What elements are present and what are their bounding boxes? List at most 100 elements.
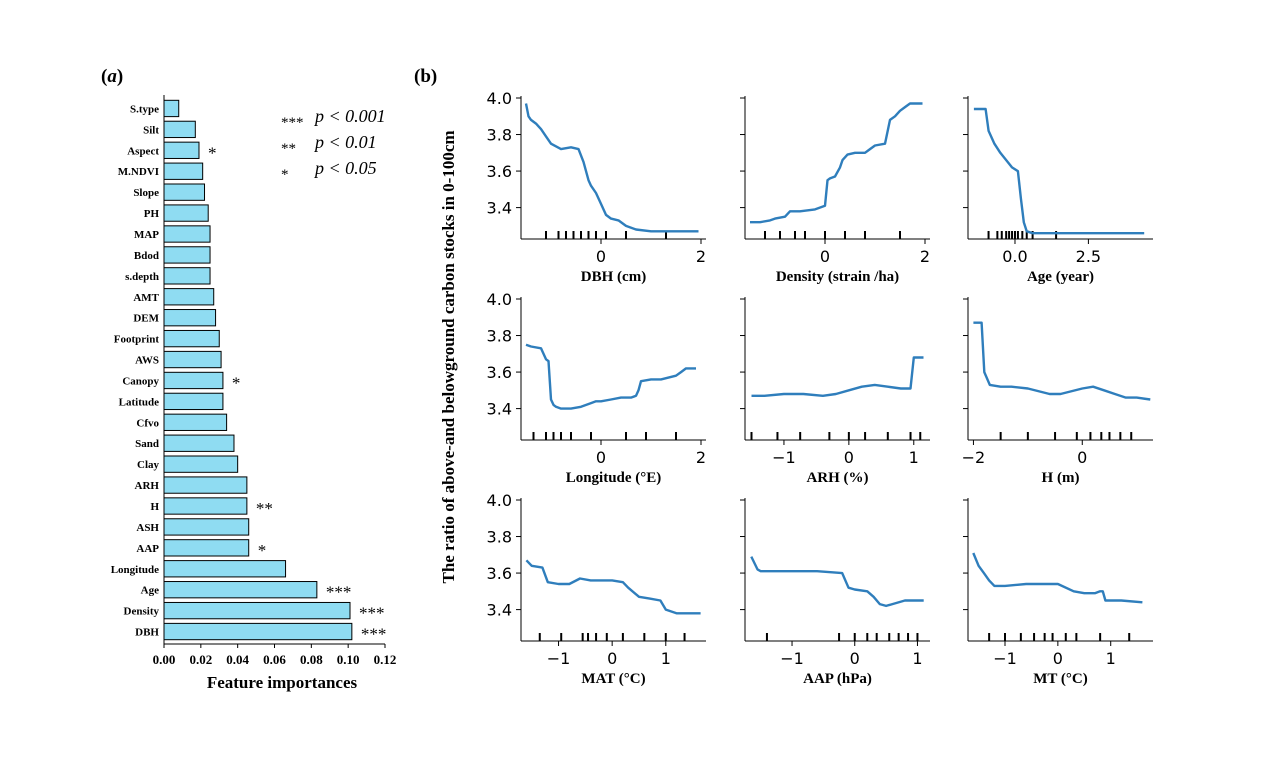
pd-xlabel-dbh: DBH (cm) bbox=[581, 269, 646, 285]
panel-b-ylabel: The ratio of above-and belowground carbo… bbox=[439, 130, 458, 583]
bar-density bbox=[163, 601, 351, 620]
pd-y-tick-label: 4.0 bbox=[487, 290, 512, 309]
feature-label-s-depth: s.depth bbox=[125, 271, 159, 283]
pd-xlabel-arh: ARH (%) bbox=[806, 470, 868, 486]
feature-label-age: Age bbox=[141, 585, 159, 597]
panel-a-label-open: ( bbox=[101, 66, 107, 87]
bar-bdod bbox=[163, 246, 211, 264]
pd-panel-longitude: 4.0 3.8 3.6 3.4 0 2 Longitude (°E) bbox=[487, 290, 707, 486]
significance-density: *** bbox=[359, 604, 385, 623]
panel-a-label: (a) bbox=[101, 66, 123, 87]
significance-legend: *** p < 0.001 ** p < 0.01 * p < 0.05 bbox=[281, 106, 386, 183]
bar-dem bbox=[163, 309, 217, 327]
feature-label-aws: AWS bbox=[135, 355, 159, 367]
pd-x-tick-label: 0 bbox=[844, 448, 854, 467]
pd-xlabel-mt: MT (°C) bbox=[1033, 671, 1087, 687]
importance-x-tick-label: 0.04 bbox=[226, 652, 249, 667]
panel-a: (a) S.type Silt Aspect M.NDVI Slope PH MAP Bdod… bbox=[101, 66, 396, 692]
feature-label-dem: DEM bbox=[133, 313, 159, 325]
pd-x-tick-label: −2 bbox=[962, 448, 986, 467]
feature-label-latitude: Latitude bbox=[119, 396, 159, 408]
importance-x-tick-label: 0.08 bbox=[300, 652, 323, 667]
feature-label-ash: ASH bbox=[136, 522, 159, 534]
feature-label-clay: Clay bbox=[137, 459, 160, 471]
bar-sand bbox=[163, 434, 235, 452]
bar-longitude bbox=[163, 560, 287, 578]
feature-label-dbh: DBH bbox=[135, 627, 159, 639]
bar-age bbox=[163, 581, 318, 599]
feature-label-density: Density bbox=[124, 606, 160, 618]
bar-silt bbox=[163, 120, 196, 139]
bar-slope bbox=[163, 183, 206, 201]
pd-y-tick-label: 3.8 bbox=[487, 327, 512, 346]
significance-dbh: *** bbox=[361, 625, 387, 644]
pd-y-tick-label: 3.4 bbox=[487, 400, 512, 419]
pd-line-longitude bbox=[525, 343, 696, 410]
pd-y-tick-label: 4.0 bbox=[487, 491, 512, 510]
feature-labels: S.type Silt Aspect M.NDVI Slope PH MAP Bdod s.de… bbox=[111, 103, 160, 638]
significance-age: *** bbox=[326, 583, 352, 602]
pd-x-tick-label: 0 bbox=[1077, 448, 1087, 467]
pd-x-tick-label: 0.0 bbox=[1002, 247, 1027, 266]
bar-arh bbox=[163, 476, 248, 494]
panel-b: (b) The ratio of above-and belowground c… bbox=[414, 66, 1153, 687]
pd-x-tick-label: 1 bbox=[661, 649, 671, 668]
pd-xlabel-age: Age (year) bbox=[1027, 269, 1094, 285]
significance-h: ** bbox=[256, 499, 273, 518]
importance-x-tick-label: 0.12 bbox=[374, 652, 397, 667]
pd-panel-aap: −1 0 1 AAP (hPa) bbox=[740, 498, 930, 687]
pd-x-tick-label: 2 bbox=[920, 247, 930, 266]
pd-line-aap bbox=[750, 556, 924, 608]
feature-label-silt: Silt bbox=[143, 124, 159, 136]
pd-panel-h: −2 0 H (m) bbox=[962, 297, 1153, 486]
pd-xlabel-longitude: Longitude (°E) bbox=[566, 470, 662, 486]
pd-line-mt bbox=[972, 552, 1143, 604]
feature-label-h: H bbox=[150, 501, 159, 513]
pd-x-tick-label: 0 bbox=[1053, 649, 1063, 668]
panel-a-label-letter: a bbox=[107, 66, 117, 87]
pd-panel-dbh: 4.0 3.8 3.6 3.4 0 2 DBH (cm) bbox=[487, 89, 707, 285]
pd-y-tick-label: 3.4 bbox=[487, 601, 512, 620]
bar-cfvo bbox=[163, 413, 228, 431]
pd-panel-mt: −1 0 1 MT (°C) bbox=[963, 498, 1153, 687]
bar-aspect bbox=[163, 141, 200, 159]
importance-x-tick-label: 0.10 bbox=[337, 652, 360, 667]
pd-y-tick-label: 3.6 bbox=[487, 162, 512, 181]
significance-markers: ************** bbox=[208, 143, 386, 643]
bar-aap bbox=[163, 539, 250, 557]
feature-label-arh: ARH bbox=[135, 480, 160, 492]
pd-y-tick-label: 3.6 bbox=[487, 564, 512, 583]
importance-x-tick-label: 0.00 bbox=[153, 652, 176, 667]
pd-y-tick-label: 3.8 bbox=[487, 528, 512, 547]
feature-label-sand: Sand bbox=[135, 438, 159, 450]
pd-x-tick-label: 0 bbox=[820, 247, 830, 266]
legend-threshold: p < 0.05 bbox=[313, 158, 377, 178]
pd-line-density bbox=[750, 102, 923, 224]
bar-h bbox=[163, 497, 248, 515]
pd-x-tick-label: −1 bbox=[547, 649, 571, 668]
pd-x-tick-label: 0 bbox=[850, 649, 860, 668]
importance-bars bbox=[163, 99, 353, 641]
pd-y-tick-label: 3.8 bbox=[487, 126, 512, 145]
bar-ph bbox=[163, 204, 209, 222]
pd-x-tick-label: 2 bbox=[696, 448, 706, 467]
pd-line-dbh bbox=[524, 103, 699, 233]
pd-line-h bbox=[973, 321, 1151, 401]
bar-amt bbox=[163, 288, 215, 306]
pd-panel-mat: 4.0 3.8 3.6 3.4 −1 0 1 MAT (°C) bbox=[487, 491, 706, 687]
feature-label-amt: AMT bbox=[133, 292, 159, 304]
pd-x-tick-label: −1 bbox=[993, 649, 1017, 668]
legend-stars: * bbox=[281, 167, 289, 183]
pd-x-tick-label: 2 bbox=[696, 247, 706, 266]
pd-x-tick-label: 0 bbox=[607, 649, 617, 668]
bar-clay bbox=[163, 455, 239, 473]
significance-canopy: * bbox=[232, 373, 241, 392]
pd-x-tick-label: 1 bbox=[909, 448, 919, 467]
feature-label-s-type: S.type bbox=[130, 103, 159, 115]
pd-xlabel-aap: AAP (hPa) bbox=[803, 671, 872, 687]
importance-axes: 0.00 0.02 0.04 0.06 0.08 0.10 0.12 bbox=[153, 95, 397, 667]
bar-latitude bbox=[163, 392, 224, 411]
pd-x-tick-label: 2.5 bbox=[1076, 247, 1101, 266]
pd-x-tick-label: −1 bbox=[772, 448, 796, 467]
